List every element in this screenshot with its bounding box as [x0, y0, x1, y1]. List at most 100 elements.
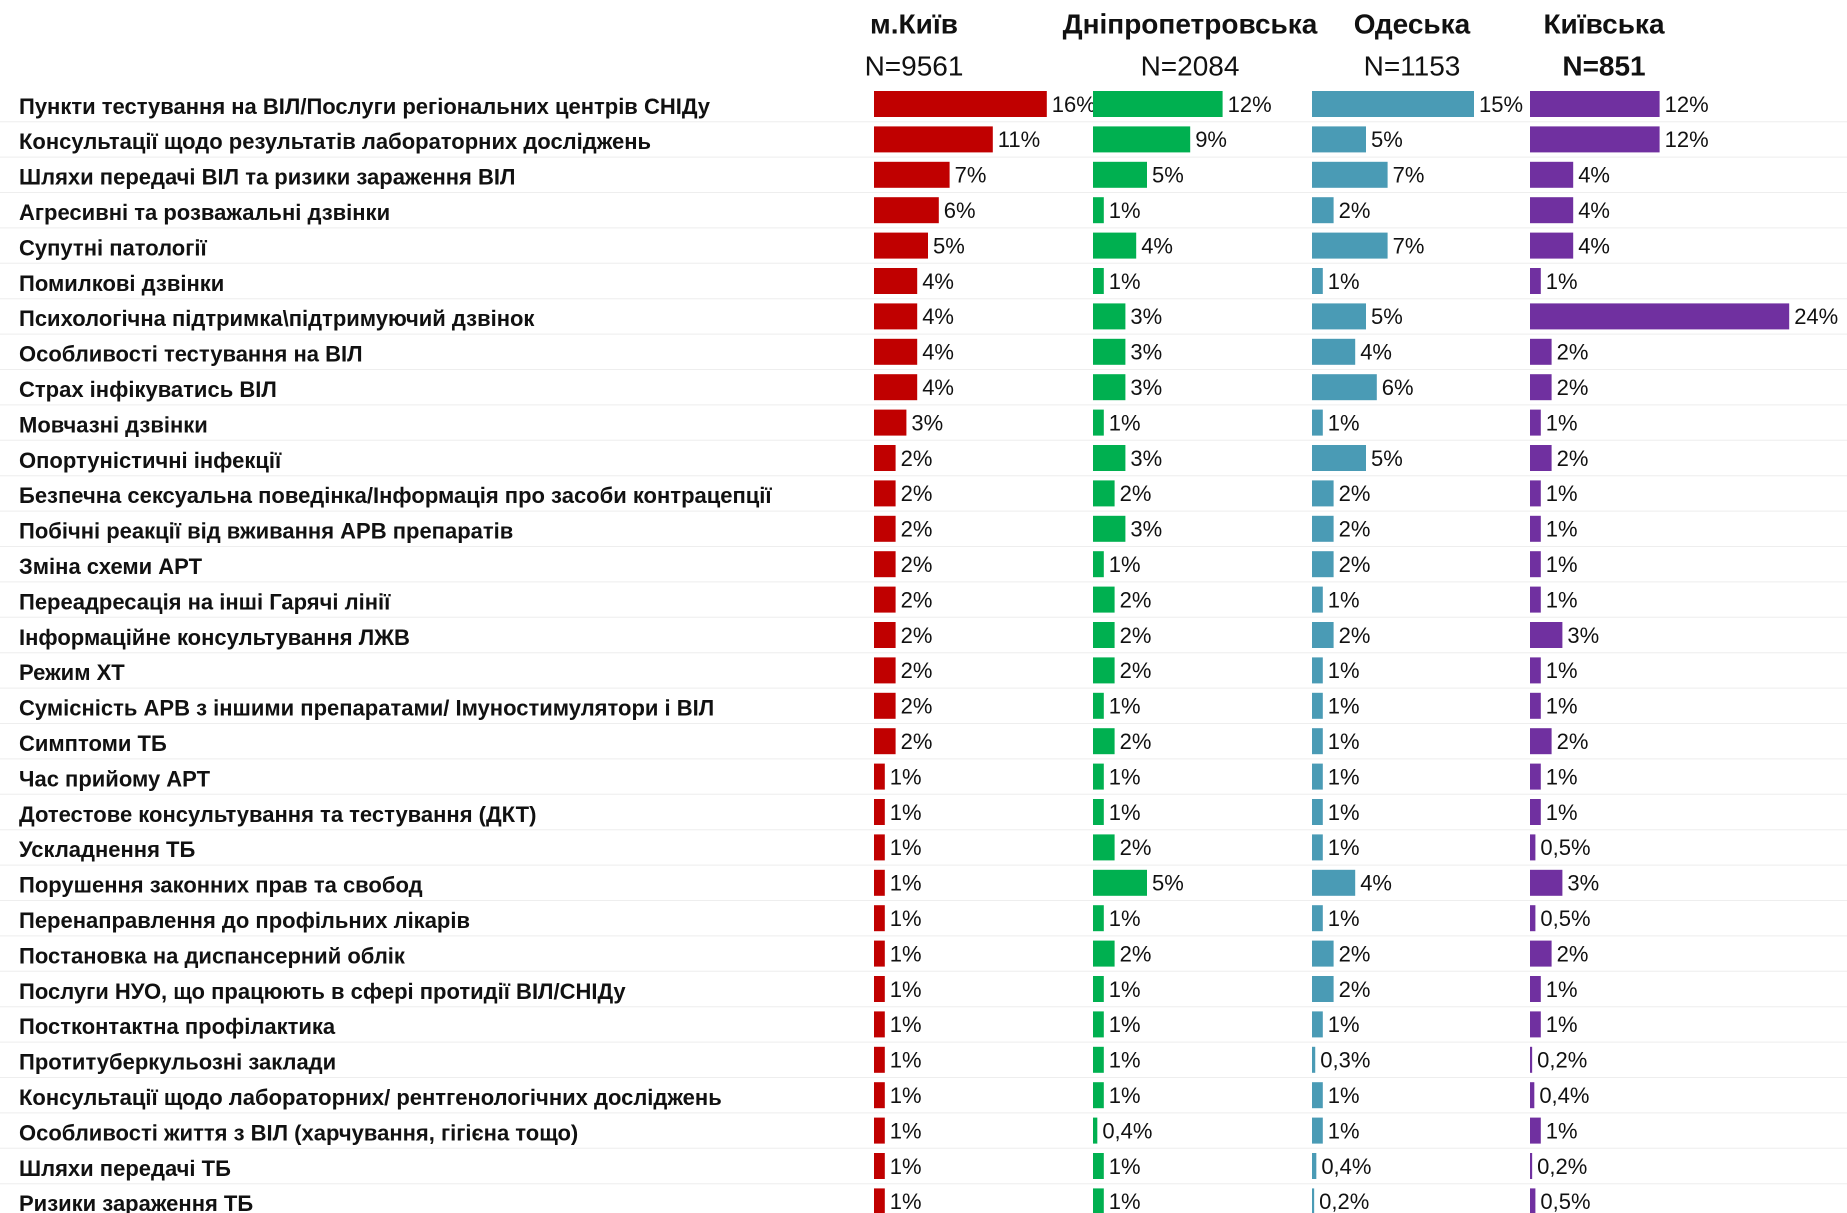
bar [874, 586, 896, 613]
bar [874, 657, 896, 684]
value-label: 1% [1328, 410, 1360, 435]
bar [1530, 763, 1541, 790]
category-label: Консультації щодо лабораторних/ рентгено… [19, 1085, 722, 1110]
bar [1312, 586, 1323, 613]
category-label: Шляхи передачі ВІЛ та ризики зараження В… [19, 165, 515, 190]
value-label: 2% [1120, 481, 1152, 506]
value-label: 4% [922, 269, 954, 294]
value-label: 1% [890, 1048, 922, 1073]
bar [874, 338, 918, 365]
value-label: 4% [922, 340, 954, 365]
bar [1312, 303, 1366, 330]
bar [874, 905, 885, 932]
value-label: 5% [1371, 446, 1403, 471]
bar [874, 445, 896, 471]
value-label: 4% [922, 375, 954, 400]
value-label: 12% [1665, 92, 1709, 117]
category-label: Особливості тестування на ВІЛ [19, 342, 363, 367]
value-label: 0,5% [1540, 906, 1590, 931]
bar [1530, 1082, 1535, 1109]
bar [874, 1117, 885, 1144]
value-label: 2% [1120, 623, 1152, 648]
bar [1312, 126, 1366, 153]
value-label: 1% [890, 1154, 922, 1179]
value-label: 2% [901, 658, 933, 683]
bar [1312, 622, 1334, 648]
value-label: 24% [1794, 304, 1838, 329]
category-label: Протитуберкульозні заклади [19, 1050, 336, 1075]
value-label: 1% [1546, 481, 1578, 506]
bar [1093, 197, 1104, 224]
bar [1093, 622, 1115, 648]
bar [1312, 445, 1366, 471]
bar [1093, 232, 1137, 259]
bar [1530, 126, 1660, 153]
value-label: 2% [1557, 941, 1589, 966]
bar [1093, 1117, 1098, 1144]
value-label: 0,4% [1321, 1154, 1371, 1179]
bar [1312, 409, 1323, 436]
category-label: Супутні патології [19, 235, 208, 260]
value-label: 15% [1479, 92, 1523, 117]
bar [1530, 409, 1541, 436]
bar [1093, 303, 1126, 330]
bar [874, 303, 918, 330]
value-label: 1% [1328, 694, 1360, 719]
bar [1093, 91, 1223, 117]
bar [874, 940, 885, 967]
bar [1312, 91, 1474, 117]
bar [1530, 197, 1574, 224]
value-label: 12% [1228, 92, 1272, 117]
value-label: 3% [1130, 517, 1162, 542]
value-label: 0,5% [1540, 835, 1590, 860]
bar [1312, 374, 1377, 401]
value-label: 6% [1382, 375, 1414, 400]
bar [1530, 480, 1541, 507]
bar [1530, 515, 1541, 542]
value-label: 1% [1109, 552, 1141, 577]
category-label: Психологічна підтримка\підтримуючий дзві… [19, 306, 535, 331]
value-label: 9% [1195, 127, 1227, 152]
bar [1530, 303, 1790, 330]
bar [874, 799, 885, 825]
category-label: Режим ХТ [19, 660, 125, 685]
value-label: 2% [1120, 587, 1152, 612]
category-label: Сумісність АРВ з іншими препаратами/ Іму… [19, 696, 714, 721]
value-label: 1% [1109, 269, 1141, 294]
bar [1530, 940, 1552, 967]
value-label: 2% [901, 587, 933, 612]
category-label: Порушення законних прав та свобод [19, 873, 423, 898]
value-label: 0,4% [1539, 1083, 1589, 1108]
value-label: 1% [1109, 1048, 1141, 1073]
value-label: 1% [890, 871, 922, 896]
value-label: 2% [901, 729, 933, 754]
value-label: 0,3% [1320, 1048, 1370, 1073]
value-label: 7% [1393, 233, 1425, 258]
bar [1093, 1153, 1104, 1179]
value-label: 1% [1546, 269, 1578, 294]
value-label: 1% [1546, 552, 1578, 577]
value-label: 2% [1339, 977, 1371, 1002]
bar [1312, 869, 1356, 896]
bar [874, 1153, 885, 1179]
series-name: Київська [1543, 8, 1664, 39]
value-label: 0,4% [1102, 1118, 1152, 1143]
category-label: Мовчазні дзвінки [19, 412, 208, 437]
bar [1312, 480, 1334, 507]
bar [874, 232, 928, 259]
value-label: 1% [890, 1012, 922, 1037]
value-label: 2% [1339, 517, 1371, 542]
bar [1093, 940, 1115, 967]
series-n: N=9561 [865, 50, 964, 81]
bar [1312, 692, 1323, 719]
value-label: 7% [955, 163, 987, 188]
category-label: Зміна схеми АРТ [19, 554, 203, 579]
category-label: Постановка на диспансерний облік [19, 943, 406, 968]
value-label: 1% [1546, 977, 1578, 1002]
value-label: 2% [1339, 941, 1371, 966]
value-label: 11% [998, 127, 1040, 152]
bar [1530, 1011, 1541, 1038]
value-label: 2% [901, 517, 933, 542]
category-label: Пункти тестування на ВІЛ/Послуги регіона… [19, 94, 711, 119]
